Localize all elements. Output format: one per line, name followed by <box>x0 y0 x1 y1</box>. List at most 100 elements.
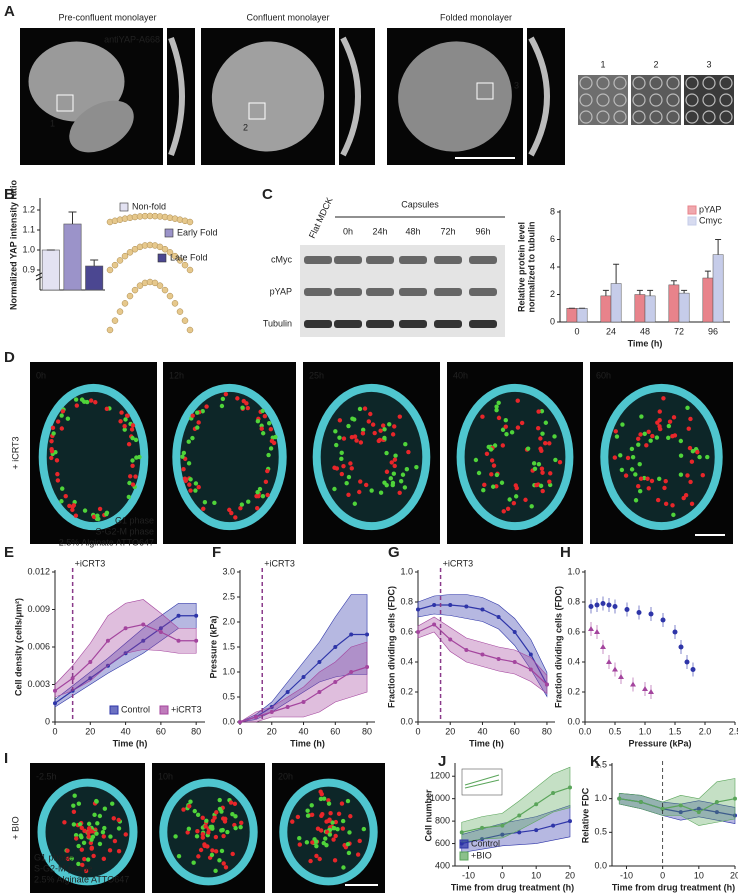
point <box>714 810 719 815</box>
cell-dot <box>51 431 56 436</box>
cell-dot <box>662 485 667 491</box>
cell-dot <box>645 476 650 481</box>
point <box>432 603 437 607</box>
cell-bead <box>161 245 169 253</box>
y-axis-label: Cell number <box>423 789 433 842</box>
cell-dot <box>689 501 695 507</box>
cell-dot <box>663 478 668 484</box>
cell-dot <box>345 842 351 847</box>
zoom-cell <box>719 76 733 90</box>
cell-dot <box>62 820 67 825</box>
cell-dot <box>133 474 138 479</box>
cell-dot <box>402 485 408 490</box>
cell-dot <box>511 500 517 506</box>
cell-dot <box>130 482 136 487</box>
cell-dot <box>678 438 684 444</box>
cell-dot <box>404 467 410 472</box>
lane-label: 96h <box>475 226 490 236</box>
cell-dot <box>500 443 506 448</box>
cell-dot <box>79 847 85 852</box>
cell-dot <box>55 471 60 477</box>
cell-dot <box>92 812 97 818</box>
tissue <box>69 100 134 153</box>
point <box>544 682 549 687</box>
cell-dot <box>73 513 79 518</box>
zoom-cell <box>649 110 663 124</box>
cell-dot <box>119 410 124 415</box>
legend-swatch <box>157 253 167 263</box>
roi-label: 2 <box>243 122 248 132</box>
point <box>269 710 274 714</box>
cell-dot <box>360 431 366 436</box>
cell-dot <box>304 840 310 845</box>
x-axis-label: Pressure (kPa) <box>628 738 691 748</box>
cell-dot <box>638 432 643 437</box>
y-tick-label: 0.4 <box>567 656 580 666</box>
cell-dot <box>333 429 338 434</box>
error-band <box>461 766 571 843</box>
cell-dot <box>327 817 332 822</box>
section <box>340 36 361 157</box>
cell-dot <box>489 458 495 463</box>
cell-dot <box>494 407 499 413</box>
point <box>365 665 370 669</box>
point <box>53 688 57 693</box>
x-axis-label: Time from drug treatment (h) <box>451 882 574 892</box>
cell-dot <box>49 446 54 452</box>
cell-dot <box>221 861 226 866</box>
legend-swatch <box>459 851 469 861</box>
cell-dot <box>340 826 346 831</box>
cell-dot <box>337 435 342 440</box>
band <box>399 256 427 264</box>
cell-dot <box>507 497 512 502</box>
x-tick-label: 72 <box>674 326 684 336</box>
cell-dot <box>230 811 235 817</box>
cell-dot <box>317 856 322 862</box>
alginate-shell <box>456 383 574 531</box>
cell-dot <box>636 436 641 442</box>
cell-dot <box>352 434 358 439</box>
point <box>606 602 612 608</box>
point <box>480 652 485 657</box>
cell-dot <box>538 436 543 441</box>
cell-dot <box>195 829 200 834</box>
cell-dot <box>198 847 204 853</box>
cell-dot <box>496 400 501 405</box>
cell-dot <box>339 456 344 462</box>
point <box>349 632 354 637</box>
cell-dot <box>60 409 66 414</box>
point <box>618 674 624 679</box>
cell-dot <box>638 476 644 481</box>
band <box>366 320 394 328</box>
tissue <box>211 41 325 152</box>
point <box>53 701 57 706</box>
cell-dot <box>515 398 520 403</box>
cell-dot <box>196 484 201 490</box>
point <box>333 645 338 649</box>
image-title: Confluent monolayer <box>246 12 329 22</box>
cell-dot <box>76 801 82 806</box>
lane-label: 0h <box>343 226 353 236</box>
cell-dot <box>539 466 545 471</box>
point <box>714 800 719 805</box>
cell-dot <box>553 457 558 463</box>
zoom-image <box>631 75 681 125</box>
cell-dot <box>245 405 251 411</box>
x-axis-label: Time (h) <box>290 738 325 748</box>
cell-bead <box>166 292 174 300</box>
cell-dot <box>336 811 342 816</box>
y-tick-label: 3.0 <box>222 566 235 576</box>
y-tick-label: 0.4 <box>400 656 413 666</box>
x-tick-label: 80 <box>542 726 552 736</box>
cell-dot <box>400 472 406 477</box>
cell-dot <box>176 853 182 859</box>
cell-bead <box>166 249 174 256</box>
cell-dot <box>110 801 115 806</box>
zoom-cell <box>685 76 699 90</box>
point <box>660 806 665 811</box>
band <box>366 288 394 296</box>
error-band <box>417 594 548 698</box>
cell-dot <box>390 432 396 437</box>
band <box>434 256 462 264</box>
x-tick-label: 0.5 <box>609 726 622 736</box>
